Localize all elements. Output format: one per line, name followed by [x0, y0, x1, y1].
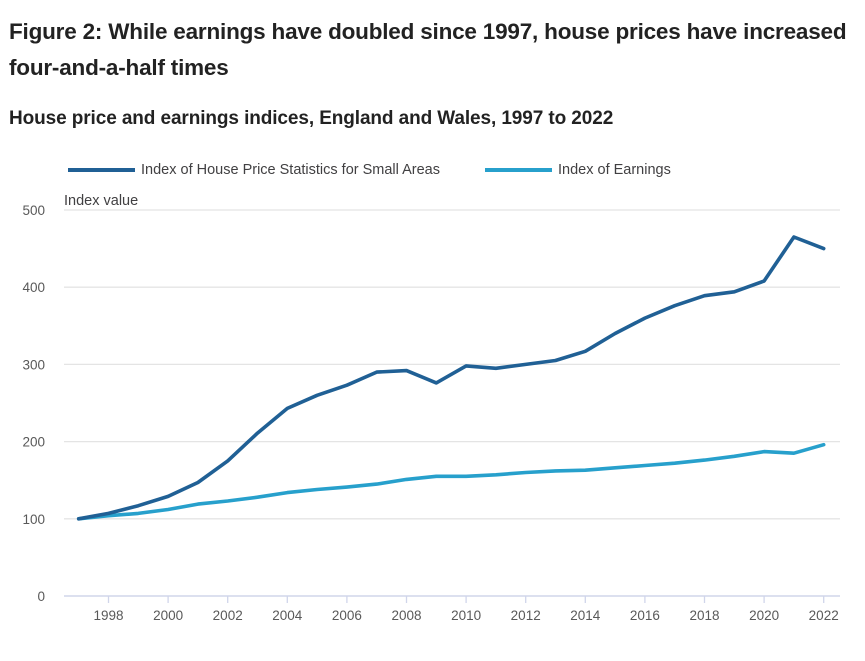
legend-swatch-house-price	[68, 168, 135, 172]
x-axis: 1998 2000 2002 2004 2006 2008 2010 2012 2014 2016…	[64, 595, 840, 623]
y-tick-label: 100	[22, 512, 45, 527]
x-tick-label: 2000	[153, 608, 183, 623]
x-tick-label: 2018	[689, 608, 719, 623]
y-axis: 0 100 200 300 400 500	[22, 203, 45, 604]
series-lines	[76, 235, 826, 521]
points-earnings	[77, 443, 826, 521]
y-tick-label: 300	[22, 357, 45, 372]
x-tick-label: 2012	[511, 608, 541, 623]
y-tick-label: 400	[22, 280, 45, 295]
series-line-house-price	[76, 235, 826, 521]
x-tick-label: 2010	[451, 608, 481, 623]
gridlines	[64, 209, 840, 520]
legend-item-earnings: Index of Earnings	[485, 160, 671, 180]
chart-legend: Index of House Price Statistics for Smal…	[0, 160, 865, 180]
legend-swatch-earnings	[485, 168, 552, 172]
figure-title: Figure 2: While earnings have doubled si…	[9, 19, 847, 80]
x-tick-label: 2016	[630, 608, 660, 623]
legend-item-house-price: Index of House Price Statistics for Smal…	[68, 160, 440, 180]
figure-subtitle: House price and earnings indices, Englan…	[9, 108, 614, 129]
x-tick-label: 2002	[213, 608, 243, 623]
x-tick-label: 2008	[391, 608, 421, 623]
legend-label-earnings: Index of Earnings	[558, 162, 671, 178]
y-tick-label: 0	[37, 589, 45, 604]
x-tick-label: 2022	[809, 608, 839, 623]
x-tick-label: 2006	[332, 608, 362, 623]
legend-label-house-price: Index of House Price Statistics for Smal…	[141, 162, 440, 178]
y-tick-label: 500	[22, 203, 45, 218]
x-tick-label: 1998	[93, 608, 123, 623]
y-tick-label: 200	[22, 435, 45, 450]
series-line-earnings	[76, 442, 826, 521]
x-tick-label: 2014	[570, 608, 601, 623]
x-tick-label: 2004	[272, 608, 303, 623]
y-axis-label: Index value	[64, 193, 138, 209]
x-tick-label: 2020	[749, 608, 779, 623]
